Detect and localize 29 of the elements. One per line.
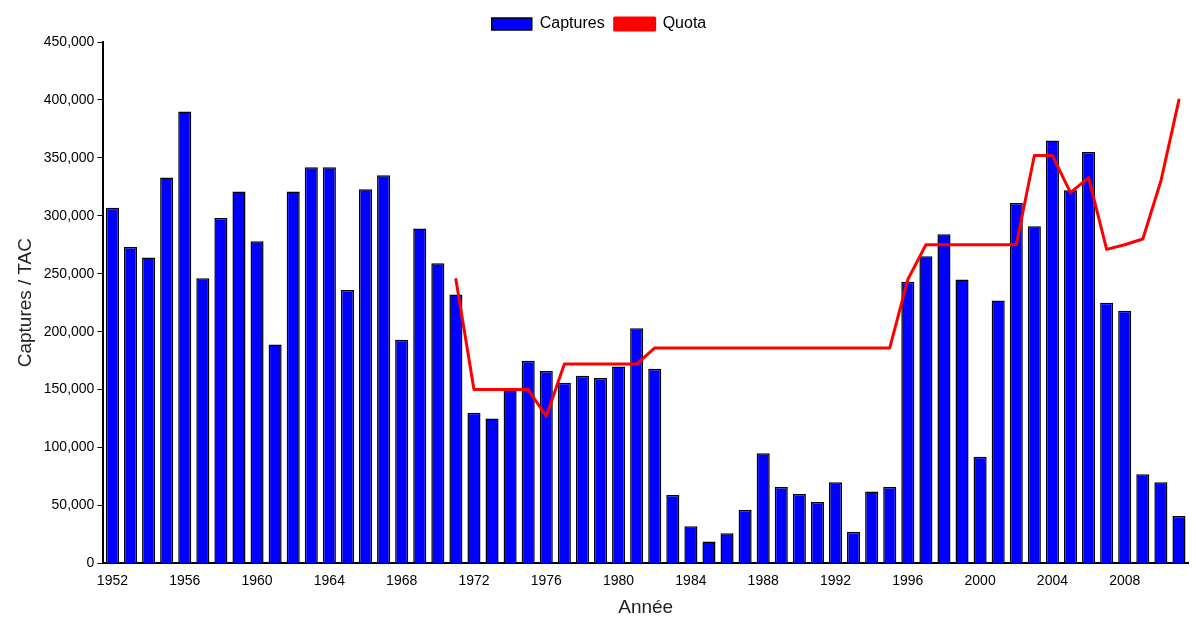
x-tick-label: 1984: [675, 571, 707, 588]
x-tick-label: 1964: [313, 571, 346, 588]
legend-label: Quota: [662, 14, 707, 32]
legend-label: Captures: [539, 14, 605, 32]
x-tick-label: 1992: [819, 571, 852, 588]
y-tick-label: 50,000: [51, 496, 95, 513]
x-tick-label: 2004: [1036, 571, 1069, 588]
x-tick-label: 1952: [96, 571, 129, 588]
x-tick-label: 1980: [603, 571, 635, 588]
x-tick-label: 1972: [458, 571, 490, 588]
x-tick-label: 1968: [386, 571, 418, 588]
x-tick-label: 2008: [1109, 571, 1141, 588]
x-tick-label: 1960: [241, 571, 273, 588]
x-tick-label: 1988: [747, 571, 779, 588]
y-tick-label: 250,000: [43, 264, 95, 281]
x-tick-label: 1996: [892, 571, 924, 588]
y-tick-label: 450,000: [43, 32, 95, 49]
y-tick-label: 400,000: [43, 90, 95, 107]
y-tick-label: 200,000: [43, 322, 95, 339]
x-tick-label: 1956: [169, 571, 201, 588]
y-tick-label: 100,000: [43, 438, 95, 455]
x-tick-label: 1976: [530, 571, 563, 588]
y-axis-title: Captures / TAC: [13, 238, 35, 368]
y-tick-label: 0: [86, 554, 95, 571]
x-axis-title: Année: [618, 595, 674, 617]
y-tick-label: 350,000: [43, 148, 95, 165]
y-tick-label: 150,000: [43, 380, 95, 397]
x-tick-label: 2000: [964, 571, 996, 588]
y-tick-label: 300,000: [43, 206, 95, 223]
